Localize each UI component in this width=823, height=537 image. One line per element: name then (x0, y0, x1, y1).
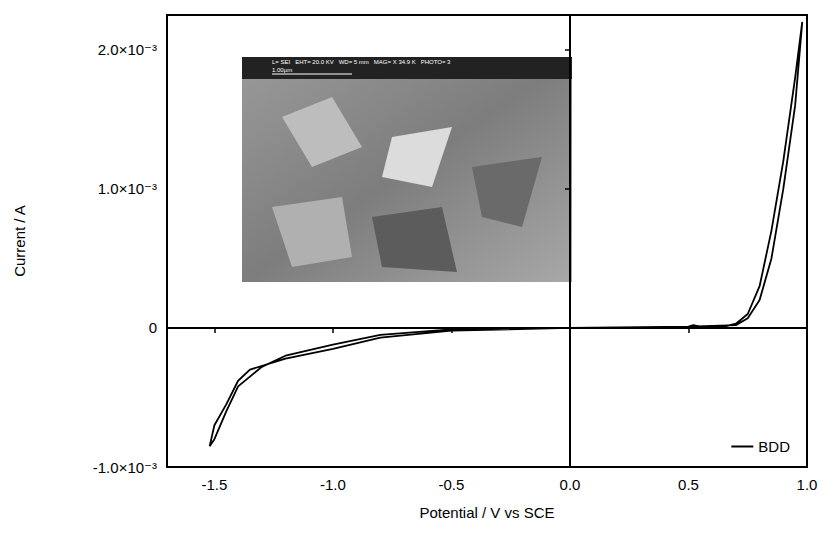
svg-text:1.0×10⁻³: 1.0×10⁻³ (98, 180, 157, 197)
svg-text:Current / A: Current / A (11, 205, 28, 277)
svg-text:-1.0×10⁻³: -1.0×10⁻³ (93, 459, 157, 476)
svg-text:-0.5: -0.5 (439, 476, 465, 493)
svg-text:2.0×10⁻³: 2.0×10⁻³ (98, 41, 157, 58)
svg-text:0.0: 0.0 (560, 476, 581, 493)
svg-text:0.5: 0.5 (678, 476, 699, 493)
svg-text:L= SEI EHT= 20.0 KV WD= 5: L= SEI EHT= 20.0 KV WD= 5 mm MAG= X 34.9… (272, 59, 451, 65)
svg-text:Potential / V vs SCE: Potential / V vs SCE (419, 504, 554, 521)
svg-text:-1.0: -1.0 (320, 476, 346, 493)
svg-text:1.00µm: 1.00µm (272, 67, 292, 73)
svg-text:BDD: BDD (758, 438, 790, 455)
svg-text:-1.5: -1.5 (201, 476, 227, 493)
svg-text:0: 0 (149, 319, 157, 336)
svg-text:1.0: 1.0 (797, 476, 818, 493)
